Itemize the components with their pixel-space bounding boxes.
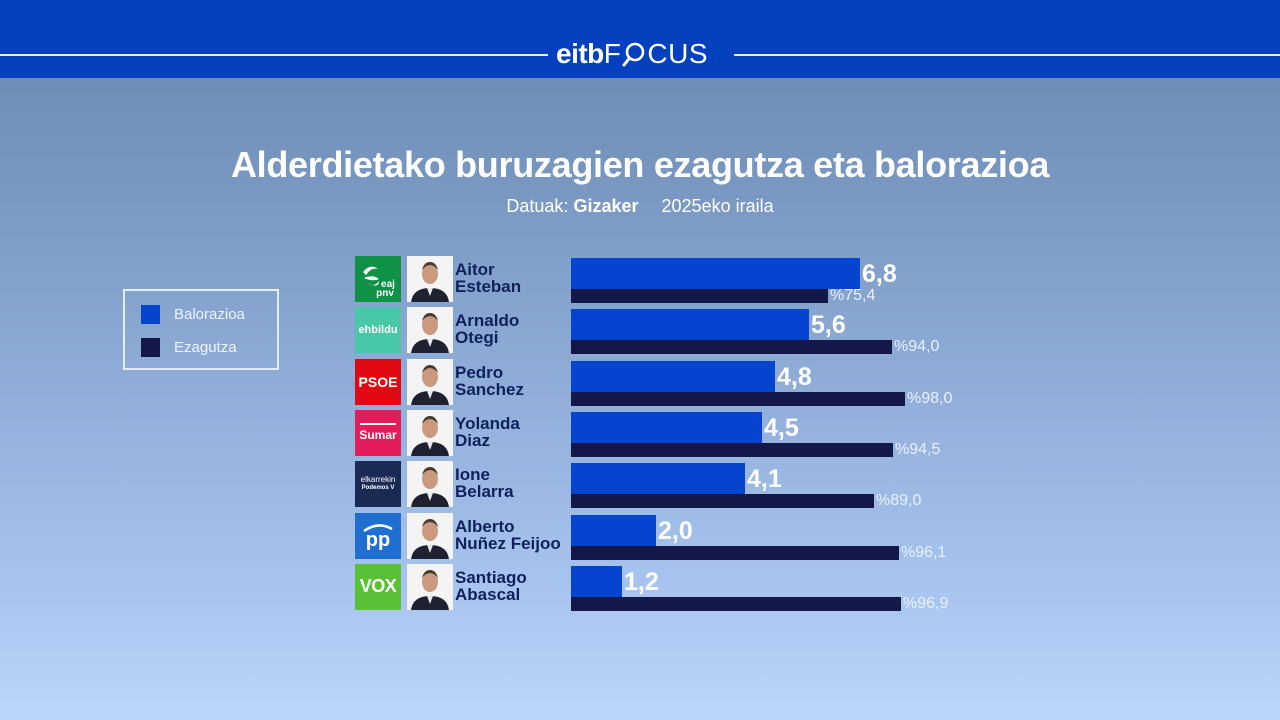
chart-legend: Balorazioa Ezagutza [123,289,279,370]
legend-item-ezagutza: Ezagutza [141,338,237,357]
vox-logo-icon: VOX [355,563,401,610]
leader-name: Aitor Esteban [455,260,522,296]
ehbildu-logo-icon: ehbildu [355,307,401,354]
recognition-value: %94,0 [894,338,940,356]
rating-bar [571,309,809,341]
brand-logo: eitb F CUS [556,36,728,72]
legend-item-balorazioa: Balorazioa [141,305,245,324]
recognition-bar [571,596,901,611]
svg-text:eaj: eaj [381,279,395,290]
rating-bar [571,411,762,443]
svg-text:pnv: pnv [376,288,394,299]
rating-bar [571,514,656,546]
header-rule-left [0,54,548,56]
data-source: Gizaker [573,196,639,216]
leader-name: Pedro Sanchez [455,362,524,399]
rating-bar [571,463,745,495]
leader-name: Alberto Nuñez Feijoo [455,516,561,553]
chart-row: Sumar Yolanda Diaz 4,5 %94,5 [355,409,975,458]
survey-date: 2025eko iraila [661,196,774,216]
leader-name: Arnaldo Otegi [455,311,520,348]
magnifier-icon [622,40,646,68]
recognition-value: %98,0 [907,389,953,407]
recognition-bar [571,442,893,457]
recognition-bar [571,494,874,509]
svg-text:pp: pp [366,529,390,551]
recognition-bar [571,391,905,406]
brand-focus: F CUS [603,38,709,69]
chart-row: VOX Santiago Abascal 1,2 %96,9 [355,563,975,612]
rating-bar [571,565,622,597]
header-bar: eitb F CUS [0,0,1280,78]
rating-bar [571,360,775,392]
rating-bar [571,258,860,289]
recognition-bar [571,289,828,303]
portrait-photo [407,256,453,302]
chart-subtitle: Datuak: Gizaker 2025eko iraila [506,196,774,216]
recognition-value: %75,4 [830,287,876,304]
recognition-value: %94,5 [895,440,941,458]
chart-row: ehbildu Arnaldo Otegi 5,6 %94,0 [355,307,975,355]
portrait-photo [407,512,453,559]
portrait-photo [407,409,453,456]
pp-logo-icon: pp [355,512,401,559]
rating-value: 4,8 [777,362,812,391]
chart-row: PSOE Pedro Sanchez 4,8 %98,0 [355,358,975,407]
chart-row: pp Alberto Nuñez Feijoo 2,0 %96,1 [355,512,975,561]
rating-value: 4,1 [747,465,782,494]
psoe-logo-icon: PSOE [355,358,401,405]
recognition-value: %96,1 [901,543,947,561]
rating-value: 2,0 [658,516,693,545]
legend-swatch [141,338,160,357]
sumar-logo-icon: Sumar [355,409,401,456]
recognition-bar [571,340,892,355]
portrait-photo [407,307,453,354]
chart-row: elkarrekin Podemos V Ione Belarra 4,1 %89,0 [355,461,975,509]
eaj-pnv-logo-icon: eaj pnv [355,256,401,302]
leader-name: Yolanda Diaz [455,413,520,450]
rating-value: 1,2 [624,567,659,596]
recognition-value: %96,9 [903,594,949,612]
rating-value: 5,6 [811,311,846,340]
recognition-value: %89,0 [876,492,922,510]
legend-swatch [141,305,160,324]
portrait-photo [407,461,453,508]
rating-value: 6,8 [862,260,897,288]
portrait-photo [407,358,453,405]
portrait-photo [407,563,453,610]
rating-value: 4,5 [764,413,799,442]
elkarrekin-podemos-logo-icon: elkarrekin Podemos V [355,461,401,508]
chart-row: eaj pnv Aitor Esteban 6,8 %75,4 [355,256,975,304]
brand-eitb: eitb [556,38,604,69]
header-rule-right [734,54,1280,56]
leader-name: Ione Belarra [455,465,514,502]
recognition-bar [571,545,899,560]
chart-title: Alderdietako buruzagien ezagutza eta bal… [230,144,1050,185]
leader-name: Santiago Abascal [455,567,527,604]
